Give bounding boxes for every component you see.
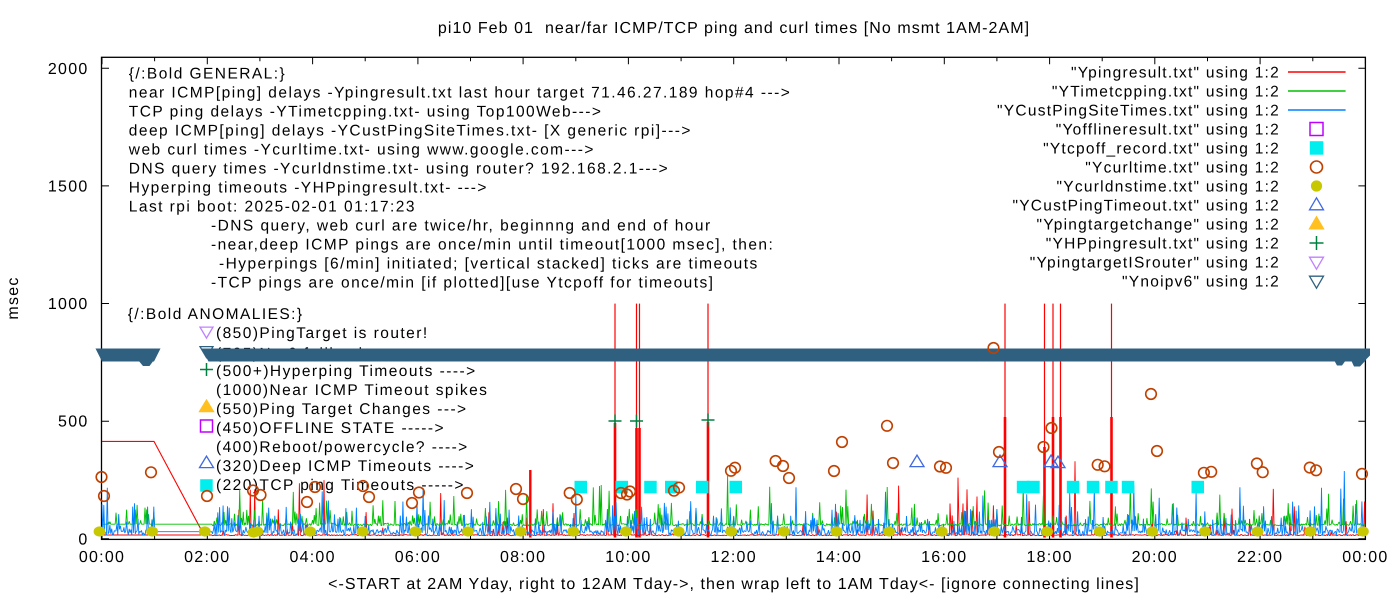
svg-text:(220)TCP ping Timeouts ----->: (220)TCP ping Timeouts -----> [216, 477, 465, 494]
svg-text:(1000)Near ICMP Timeout spikes: (1000)Near ICMP Timeout spikes [216, 382, 488, 399]
svg-text:04:00: 04:00 [289, 549, 335, 566]
svg-text:{/:Bold ANOMALIES:}: {/:Bold ANOMALIES:} [128, 306, 304, 323]
svg-text:-TCP pings are once/min [if pl: -TCP pings are once/min [if plotted][use… [211, 274, 714, 291]
svg-text:deep ICMP[ping] delays -YCustP: deep ICMP[ping] delays -YCustPingSiteTim… [129, 122, 692, 139]
svg-text:DNS query times -Ycurldnstime.: DNS query times -Ycurldnstime.txt- using… [129, 160, 669, 177]
svg-text:msec: msec [5, 276, 22, 319]
svg-text:12:00: 12:00 [711, 549, 757, 566]
svg-text:"Ytcpoff_record.txt" using 1:2: "Ytcpoff_record.txt" using 1:2 [1043, 141, 1280, 158]
svg-text:"YHPpingresult.txt" using 1:2: "YHPpingresult.txt" using 1:2 [1046, 236, 1280, 253]
svg-text:near ICMP[ping] delays -Ypingr: near ICMP[ping] delays -Ypingresult.txt … [129, 84, 791, 101]
svg-text:06:00: 06:00 [395, 549, 441, 566]
svg-text:"Ynoipv6" using 1:2: "Ynoipv6" using 1:2 [1122, 274, 1280, 291]
svg-text:"YCustPingSiteTimes.txt" using: "YCustPingSiteTimes.txt" using 1:2 [997, 103, 1280, 120]
svg-text:500: 500 [58, 414, 88, 431]
svg-text:"YpingtargetISrouter" using 1:: "YpingtargetISrouter" using 1:2 [1030, 255, 1280, 272]
svg-text:"Yofflineresult.txt" using 1:2: "Yofflineresult.txt" using 1:2 [1056, 122, 1280, 139]
svg-text:pi10 Feb 01 near/far ICMP/TCP: pi10 Feb 01 near/far ICMP/TCP ping and c… [438, 20, 1030, 37]
svg-text:0: 0 [78, 531, 88, 548]
svg-text:14:00: 14:00 [816, 549, 862, 566]
svg-text:1500: 1500 [48, 178, 89, 195]
svg-text:Hyperping timeouts -YHPpingres: Hyperping timeouts -YHPpingresult.txt- -… [129, 179, 488, 196]
svg-text:(550)Ping Target Changes --->: (550)Ping Target Changes ---> [216, 401, 468, 418]
svg-text:(850)PingTarget is router!: (850)PingTarget is router! [216, 325, 429, 342]
svg-text:"Ycurldnstime.txt" using 1:2: "Ycurldnstime.txt" using 1:2 [1057, 179, 1280, 196]
svg-text:Last rpi boot: 2025-02-01 01:1: Last rpi boot: 2025-02-01 01:17:23 [129, 198, 416, 215]
svg-text:"YCustPingTimeout.txt" using 1: "YCustPingTimeout.txt" using 1:2 [1012, 198, 1280, 215]
svg-text:"Ypingresult.txt" using 1:2: "Ypingresult.txt" using 1:2 [1071, 65, 1280, 82]
svg-text:-near,deep ICMP pings are once: -near,deep ICMP pings are once/min until… [211, 236, 774, 253]
svg-text:02:00: 02:00 [184, 549, 230, 566]
svg-text:00:00: 00:00 [79, 549, 125, 566]
svg-text:(320)Deep ICMP Timeouts ---->: (320)Deep ICMP Timeouts ----> [216, 458, 475, 475]
svg-text:22:00: 22:00 [1237, 549, 1283, 566]
svg-text:(450)OFFLINE STATE ----->: (450)OFFLINE STATE -----> [216, 420, 445, 437]
svg-text:web curl times -Ycurltime.txt-: web curl times -Ycurltime.txt- using www… [128, 141, 595, 158]
svg-text:16:00: 16:00 [921, 549, 967, 566]
svg-text:00:00: 00:00 [1342, 549, 1388, 566]
svg-text:TCP ping delays -YTimetcpping.: TCP ping delays -YTimetcpping.txt- using… [129, 103, 603, 120]
svg-text:<-START at 2AM Yday, right to: <-START at 2AM Yday, right to 12AM Tday-… [328, 576, 1140, 593]
svg-text:"Ypingtargetchange" using 1:2: "Ypingtargetchange" using 1:2 [1037, 217, 1280, 234]
svg-text:"Ycurltime.txt" using 1:2: "Ycurltime.txt" using 1:2 [1085, 160, 1280, 177]
svg-text:18:00: 18:00 [1026, 549, 1072, 566]
svg-text:20:00: 20:00 [1132, 549, 1178, 566]
svg-text:(400)Reboot/powercycle? ---->: (400)Reboot/powercycle? ----> [216, 439, 469, 456]
svg-text:-DNS query, web curl are twice: -DNS query, web curl are twice/hr, begin… [211, 217, 712, 234]
svg-text:"YTimetcpping.txt" using 1:2: "YTimetcpping.txt" using 1:2 [1052, 84, 1280, 101]
svg-text:{/:Bold GENERAL:}: {/:Bold GENERAL:} [129, 65, 286, 82]
svg-text:2000: 2000 [48, 61, 89, 78]
svg-text:1000: 1000 [48, 296, 89, 313]
svg-text:10:00: 10:00 [605, 549, 651, 566]
svg-text:08:00: 08:00 [500, 549, 546, 566]
svg-text:(500+)Hyperping Timeouts ---->: (500+)Hyperping Timeouts ----> [216, 363, 477, 380]
svg-text:-Hyperpings [6/min] initiated;: -Hyperpings [6/min] initiated; [vertical… [219, 255, 759, 272]
